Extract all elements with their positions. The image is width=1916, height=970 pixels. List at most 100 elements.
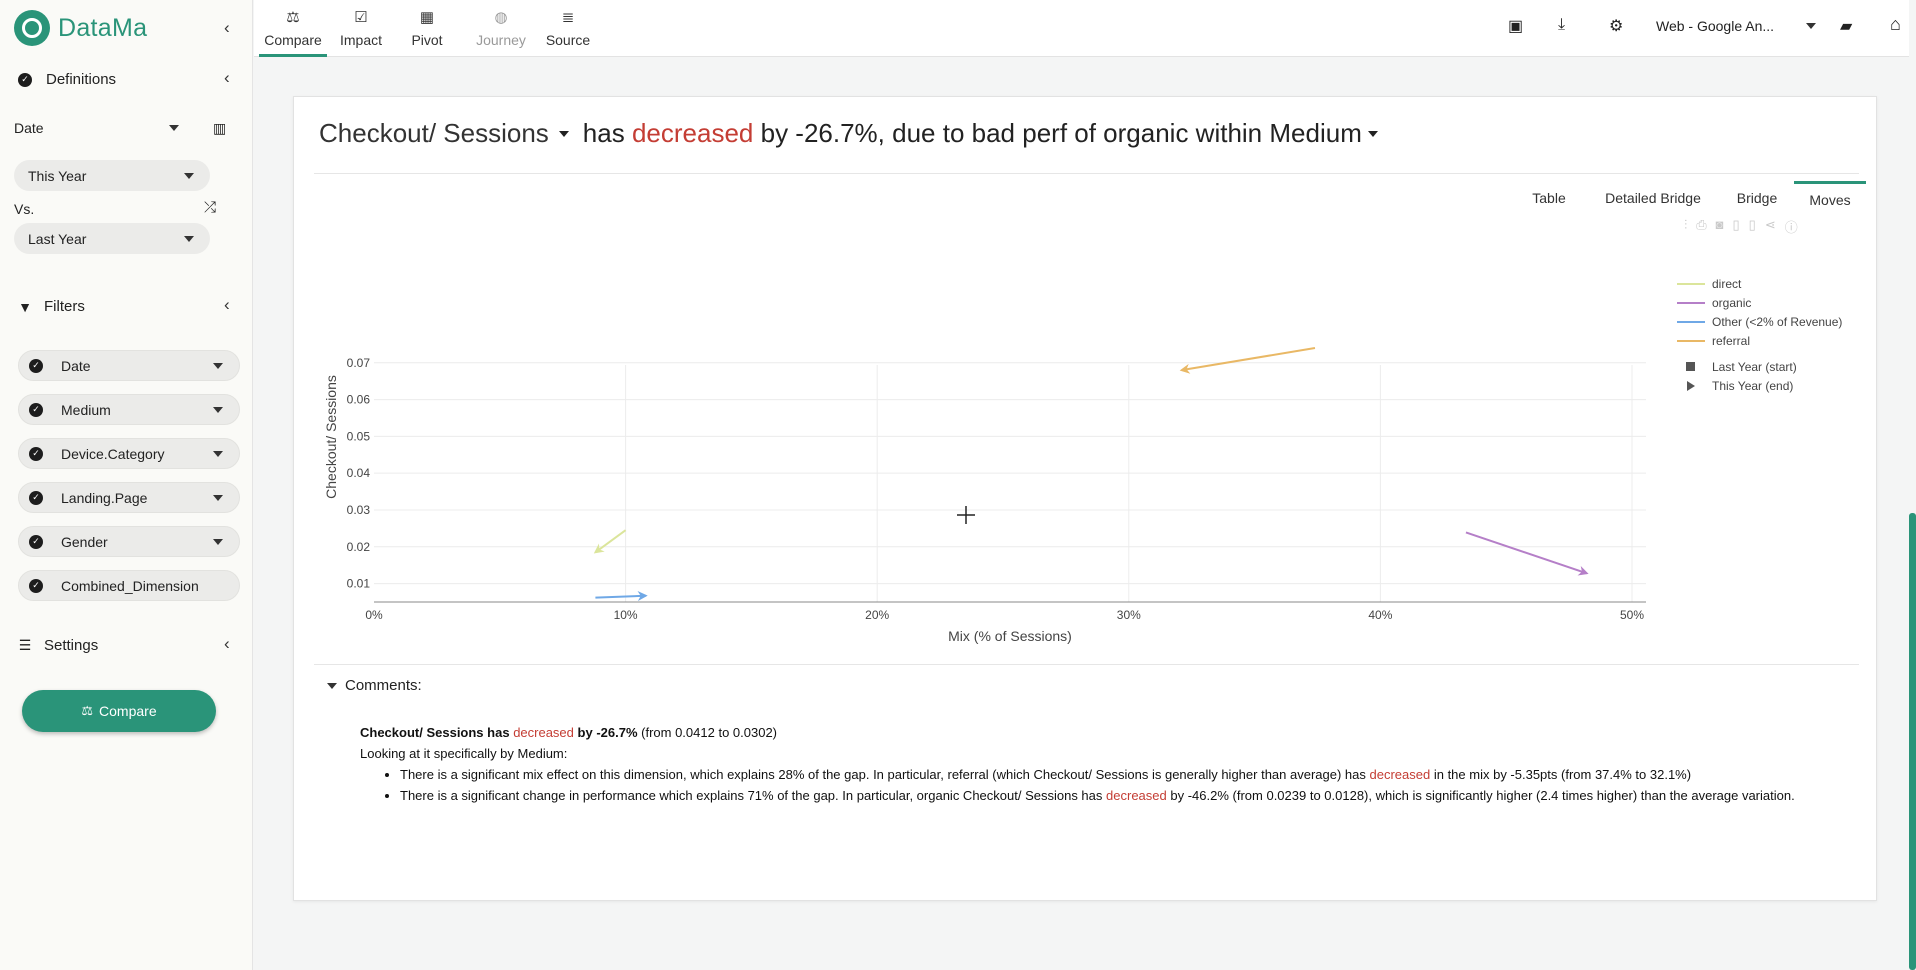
dimension-dropdown-icon[interactable] bbox=[1367, 130, 1378, 137]
file-icon[interactable]: ▯ bbox=[1732, 217, 1740, 232]
comment-direction: decreased bbox=[1369, 767, 1431, 782]
filters-collapse-chevron-icon[interactable]: ‹ bbox=[224, 295, 230, 314]
folder-icon[interactable]: ▰ bbox=[1840, 18, 1853, 35]
series-arrow-organic[interactable] bbox=[1465, 531, 1589, 576]
comments-intro: Looking at it specifically by Medium: bbox=[360, 746, 568, 761]
filter-label: Combined_Dimension bbox=[61, 577, 199, 594]
check-circle-icon: ✓ bbox=[18, 72, 32, 87]
tab-journey[interactable]: ◍ Journey bbox=[466, 0, 536, 57]
filter-date[interactable]: ✓ Date bbox=[18, 350, 240, 381]
collapse-sidebar-chevron-icon[interactable]: ‹ bbox=[224, 18, 230, 37]
compare-period-value: Last Year bbox=[28, 230, 87, 247]
legend-entry[interactable]: direct bbox=[1712, 277, 1742, 291]
filter-landing-page[interactable]: ✓ Landing.Page bbox=[18, 482, 240, 513]
tab-source[interactable]: ≣ Source bbox=[538, 0, 598, 57]
dimension-selector-label[interactable]: Medium bbox=[1269, 118, 1362, 148]
compare-button[interactable]: ⚖ Compare bbox=[22, 690, 216, 732]
settings-label: Settings bbox=[44, 637, 99, 654]
x-tick-label: 50% bbox=[1620, 608, 1644, 622]
info-icon[interactable]: ⓘ bbox=[1784, 220, 1798, 235]
chevron-down-icon bbox=[1806, 23, 1816, 29]
moves-chart: 0% 10% 20% 30% 40% 50% 0.010.020.030.040.050.… bbox=[323, 277, 1842, 644]
view-tab-bridge[interactable]: Bridge bbox=[1727, 181, 1787, 215]
y-tick-label: 0.03 bbox=[347, 503, 371, 517]
scrollbar-thumb[interactable] bbox=[1909, 513, 1916, 970]
data-source-select[interactable]: Web - Google An... bbox=[1656, 18, 1816, 34]
filter-label: Landing.Page bbox=[61, 489, 148, 506]
current-period-select[interactable]: This Year bbox=[14, 160, 210, 191]
tab-compare[interactable]: ⚖ Compare bbox=[259, 0, 327, 57]
scale-icon: ⚖ bbox=[81, 703, 94, 718]
file-excel-icon[interactable]: ▯ bbox=[1748, 217, 1756, 232]
y-axis-title: Checkout/ Sessions bbox=[323, 375, 339, 499]
data-source-value: Web - Google An... bbox=[1656, 18, 1775, 34]
chevron-down-icon bbox=[213, 406, 223, 413]
tab-impact[interactable]: ☑ Impact bbox=[334, 0, 388, 57]
tab-pivot[interactable]: ▦ Pivot bbox=[402, 0, 452, 57]
compare-button-label: Compare bbox=[99, 703, 157, 719]
view-tab-detailed-bridge[interactable]: Detailed Bridge bbox=[1597, 181, 1709, 215]
legend-entry[interactable]: referral bbox=[1712, 334, 1750, 348]
comment-text: There is a significant mix effect on thi… bbox=[400, 767, 1366, 782]
settings-section-header[interactable]: ☰ Settings bbox=[18, 637, 98, 654]
divider bbox=[314, 664, 1859, 665]
chevron-down-icon bbox=[184, 172, 194, 179]
table-icon: ▦ bbox=[419, 9, 435, 26]
y-tick-label: 0.04 bbox=[347, 466, 371, 480]
chevron-down-icon bbox=[213, 494, 223, 501]
chart-type-icon[interactable]: ⫶ bbox=[1684, 217, 1688, 232]
swap-periods-icon[interactable]: ⤮ bbox=[204, 199, 217, 216]
date-dimension-dropdown-icon[interactable] bbox=[169, 125, 179, 131]
check-square-icon: ☑ bbox=[354, 9, 368, 26]
camera-icon[interactable]: ◙ bbox=[1715, 217, 1724, 232]
legend-entry[interactable]: Last Year (start) bbox=[1712, 360, 1797, 374]
filters-label: Filters bbox=[44, 298, 85, 315]
chart-bar-icon[interactable]: ▥ bbox=[213, 120, 227, 136]
filter-medium[interactable]: ✓ Medium bbox=[18, 394, 240, 425]
metric-selector-label[interactable]: Checkout/ Sessions bbox=[319, 118, 549, 148]
check-circle-icon: ✓ bbox=[29, 534, 43, 549]
home-icon[interactable]: ⌂ bbox=[1890, 14, 1901, 34]
filter-combined-dimension[interactable]: ✓ Combined_Dimension bbox=[18, 570, 240, 601]
filter-gender[interactable]: ✓ Gender bbox=[18, 526, 240, 557]
share-icon[interactable]: ⋖ bbox=[1764, 217, 1776, 232]
legend-entry[interactable]: This Year (end) bbox=[1712, 379, 1793, 393]
print-icon[interactable]: ⎙ bbox=[1696, 217, 1707, 232]
scrollbar-track[interactable] bbox=[1909, 0, 1916, 970]
download-icon[interactable]: ⤓ bbox=[1558, 16, 1566, 33]
headline-text-after: by -26.7%, due to bad perf of organic wi… bbox=[760, 118, 1263, 148]
series-arrow-other[interactable] bbox=[595, 591, 648, 602]
app-logo[interactable]: DataMa bbox=[14, 10, 147, 46]
definitions-section-header[interactable]: ✓ Definitions bbox=[18, 71, 116, 88]
comments-toggle[interactable]: Comments: bbox=[327, 677, 422, 694]
tab-label: Pivot bbox=[411, 32, 443, 48]
filters-section-header[interactable]: ▼ Filters bbox=[18, 298, 85, 315]
save-icon[interactable]: ▣ bbox=[1508, 18, 1524, 35]
database-icon: ≣ bbox=[561, 9, 575, 26]
metric-dropdown-icon[interactable] bbox=[558, 130, 569, 137]
date-dimension-label: Date bbox=[14, 120, 44, 136]
series-arrow-direct[interactable] bbox=[593, 529, 627, 554]
legend-entry[interactable]: organic bbox=[1712, 296, 1751, 310]
series-arrow-referral[interactable] bbox=[1179, 347, 1316, 374]
view-tab-table[interactable]: Table bbox=[1525, 181, 1573, 215]
y-tick-label: 0.06 bbox=[347, 393, 371, 407]
filter-device-category[interactable]: ✓ Device.Category bbox=[18, 438, 240, 469]
view-tab-moves[interactable]: Moves bbox=[1794, 181, 1866, 215]
comment-text: There is a significant change in perform… bbox=[400, 788, 1103, 803]
y-tick-label: 0.02 bbox=[347, 540, 371, 554]
tab-label: Bridge bbox=[1736, 190, 1778, 206]
settings-collapse-chevron-icon[interactable]: ‹ bbox=[224, 634, 230, 653]
square-marker-icon bbox=[1686, 362, 1695, 371]
gear-icon[interactable]: ⚙ bbox=[1609, 18, 1624, 35]
definitions-label: Definitions bbox=[46, 71, 117, 88]
tab-label: Detailed Bridge bbox=[1605, 190, 1701, 206]
chart-grid bbox=[374, 362, 1646, 602]
chart-legend: direct organic Other (<2% of Revenue) refer… bbox=[1677, 277, 1842, 393]
compare-period-select[interactable]: Last Year bbox=[14, 223, 210, 254]
legend-entry[interactable]: Other (<2% of Revenue) bbox=[1712, 315, 1842, 329]
x-tick-label: 0% bbox=[365, 608, 383, 622]
definitions-collapse-chevron-icon[interactable]: ‹ bbox=[224, 68, 230, 87]
chevron-down-icon bbox=[213, 538, 223, 545]
check-circle-icon: ✓ bbox=[29, 490, 43, 505]
